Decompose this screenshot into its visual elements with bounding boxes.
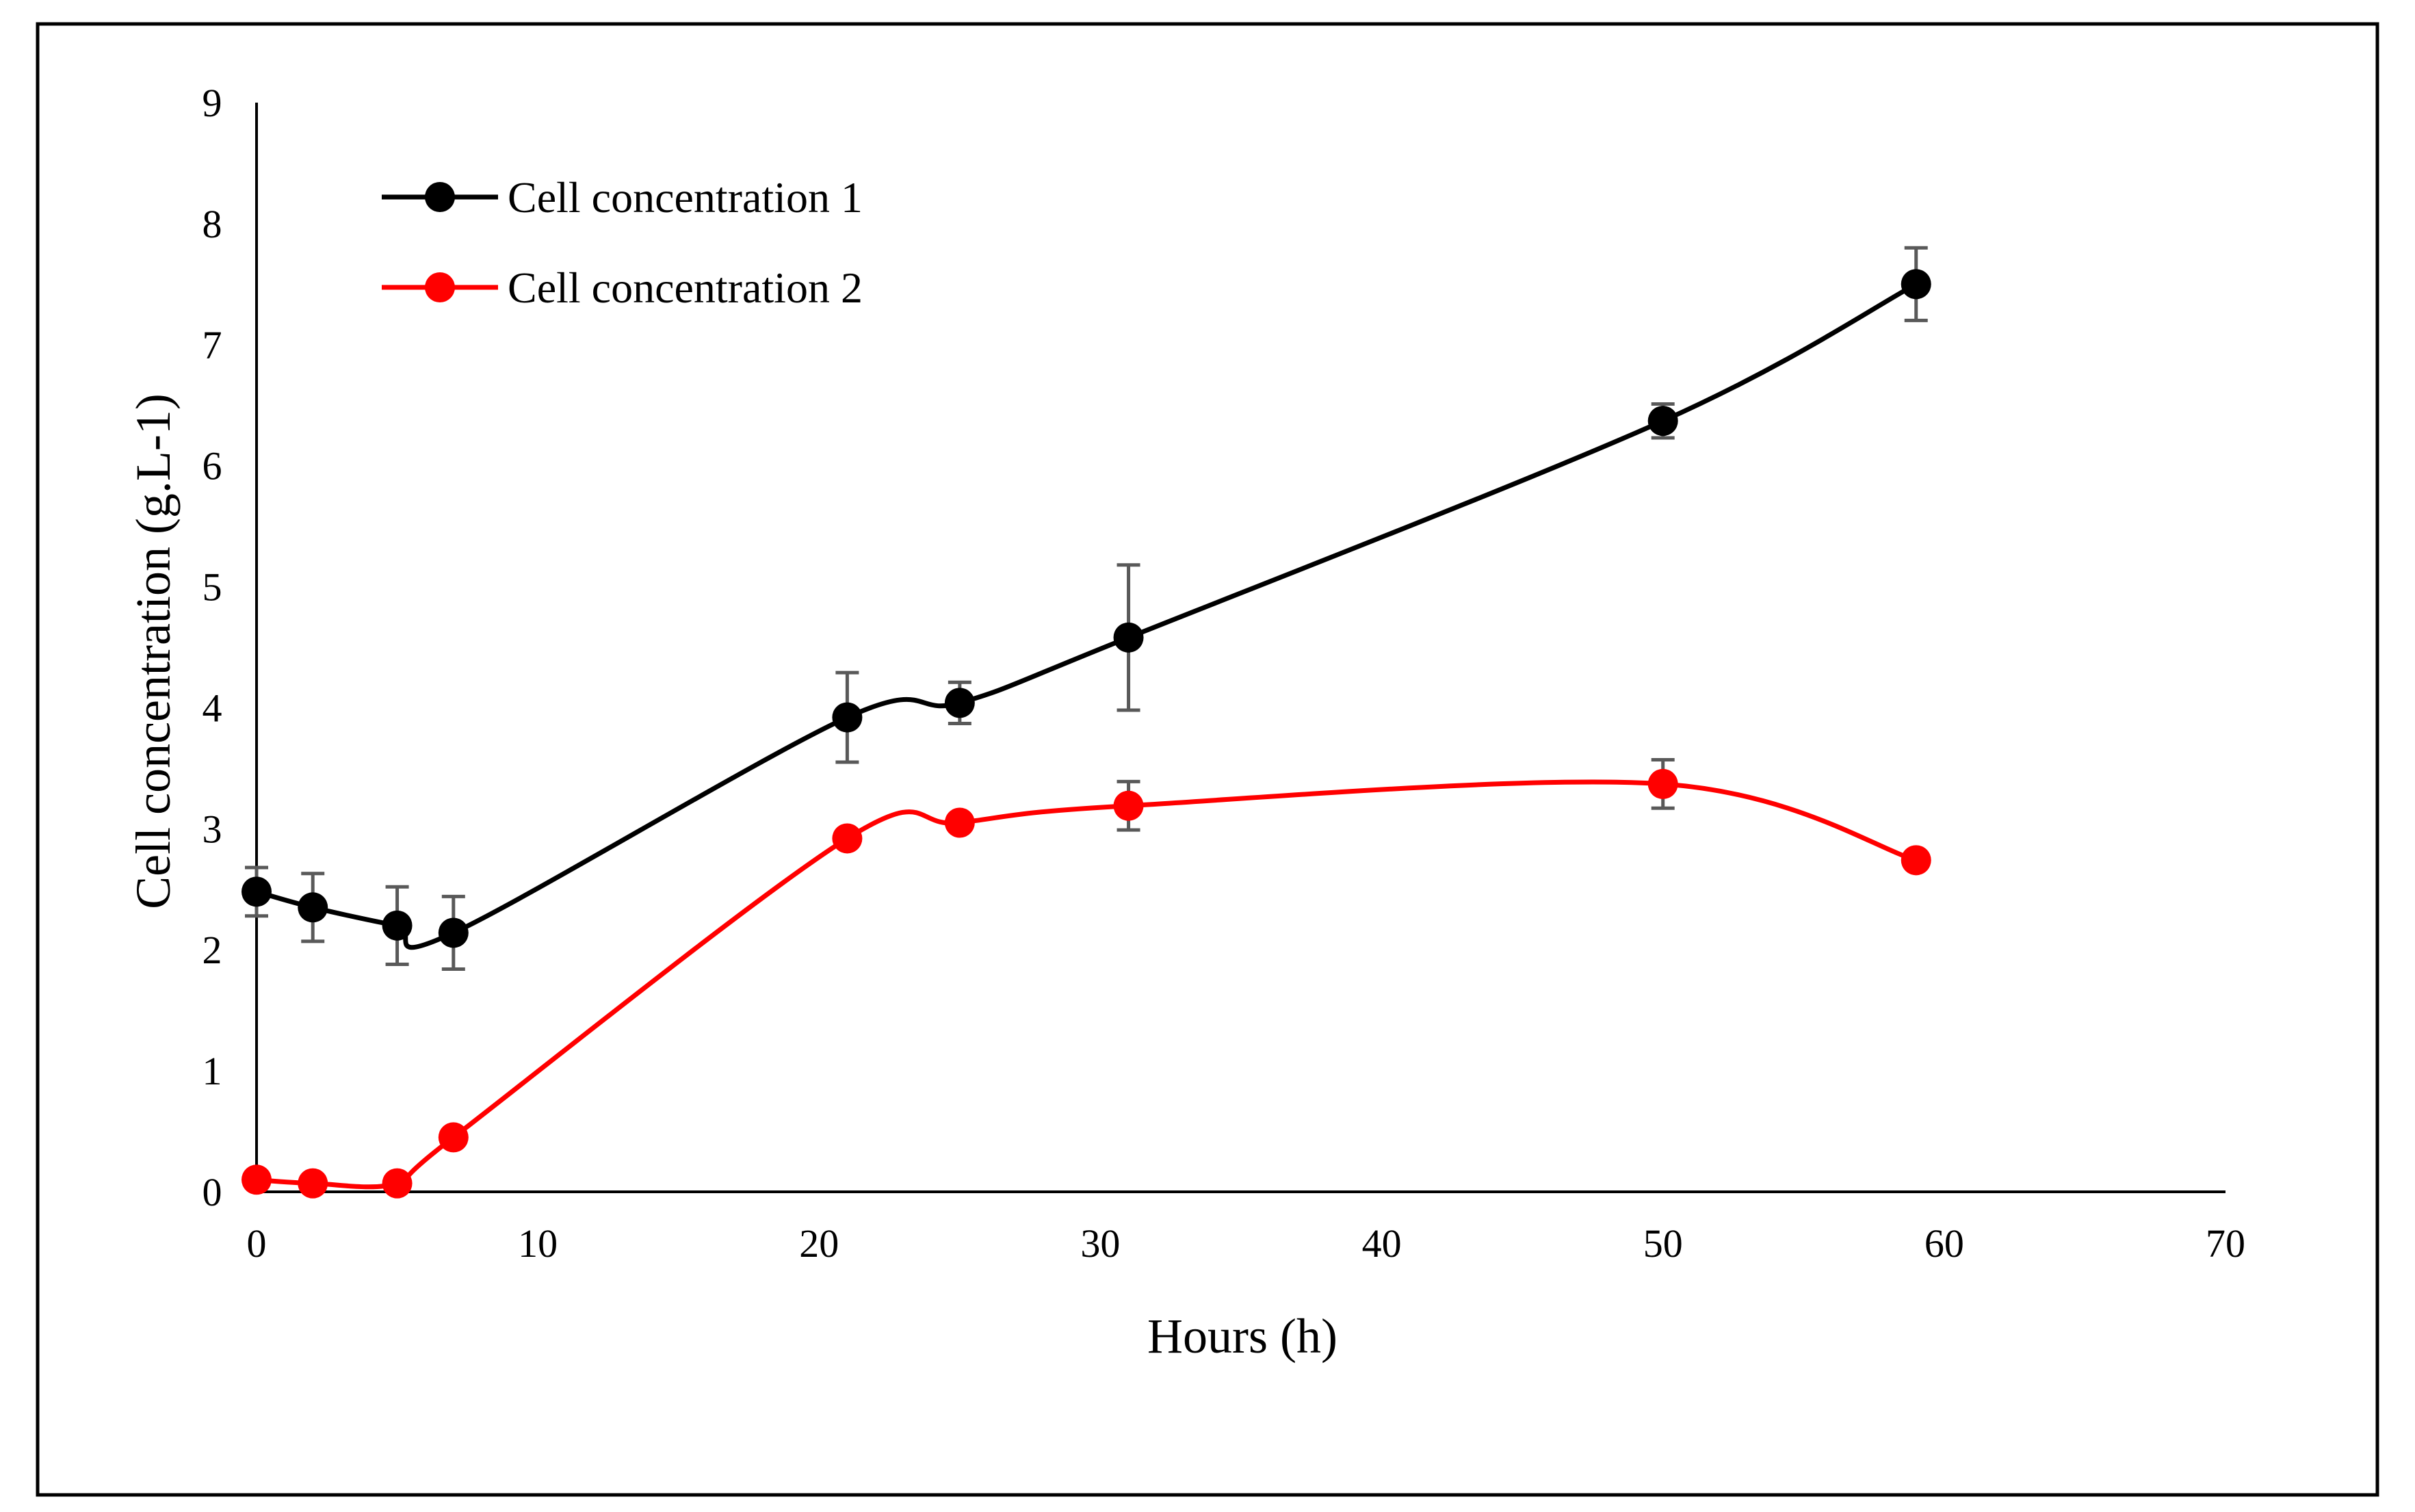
data-point	[438, 1122, 469, 1153]
series-line	[256, 282, 1918, 950]
y-tick-label: 4	[203, 686, 222, 730]
x-tick-label: 0	[247, 1221, 267, 1266]
y-axis-title: Cell concentration (g.L-1)	[126, 393, 181, 909]
x-axis-title: Hours (h)	[1147, 1309, 1337, 1364]
data-point	[382, 910, 413, 941]
data-point	[1647, 768, 1678, 799]
chart-border	[36, 22, 2379, 1497]
data-point	[438, 917, 469, 948]
data-point	[1901, 269, 1931, 300]
x-tick-label: 70	[2206, 1221, 2245, 1266]
y-tick-label: 1	[203, 1049, 222, 1093]
x-tick-label: 50	[1643, 1221, 1683, 1266]
y-tick-label: 3	[203, 807, 222, 851]
data-point	[832, 702, 863, 733]
data-point	[298, 1168, 328, 1199]
y-tick-label: 7	[203, 323, 222, 367]
legend-item: Cell concentration 1	[382, 173, 863, 222]
data-point	[242, 1164, 272, 1195]
x-tick-label: 10	[518, 1221, 558, 1266]
data-point	[832, 823, 863, 854]
y-tick-label: 5	[203, 565, 222, 610]
plot-area	[242, 246, 1931, 1199]
series-2	[242, 758, 1931, 1199]
y-tick-label: 9	[203, 81, 222, 125]
series-1	[242, 246, 1931, 972]
x-tick-label: 60	[1924, 1221, 1964, 1266]
x-tick-label: 30	[1080, 1221, 1120, 1266]
data-point	[944, 688, 975, 718]
legend: Cell concentration 1 Cell concentration 2	[382, 173, 863, 312]
y-tick-label: 2	[203, 928, 222, 972]
data-point	[1647, 406, 1678, 436]
y-tick-label: 6	[203, 444, 222, 488]
data-point	[944, 807, 975, 838]
legend-label: Cell concentration 1	[508, 173, 863, 222]
legend-label: Cell concentration 2	[508, 263, 863, 312]
axes: 0 10 20 30 40 50 60 70 0 1 2 3 4 5 6 7 8 9	[203, 81, 2246, 1266]
data-point	[1113, 790, 1144, 821]
data-point	[1901, 845, 1931, 876]
data-point	[242, 876, 272, 907]
y-tick-label: 0	[203, 1170, 222, 1214]
legend-marker	[425, 182, 455, 212]
data-point	[382, 1168, 413, 1199]
series-line	[256, 779, 1917, 1190]
legend-item: Cell concentration 2	[382, 263, 863, 312]
data-point	[298, 892, 328, 923]
legend-marker	[425, 272, 455, 302]
data-point	[1113, 622, 1144, 653]
x-tick-label: 20	[799, 1221, 839, 1266]
x-tick-label: 40	[1362, 1221, 1402, 1266]
y-tick-label: 8	[203, 202, 222, 246]
